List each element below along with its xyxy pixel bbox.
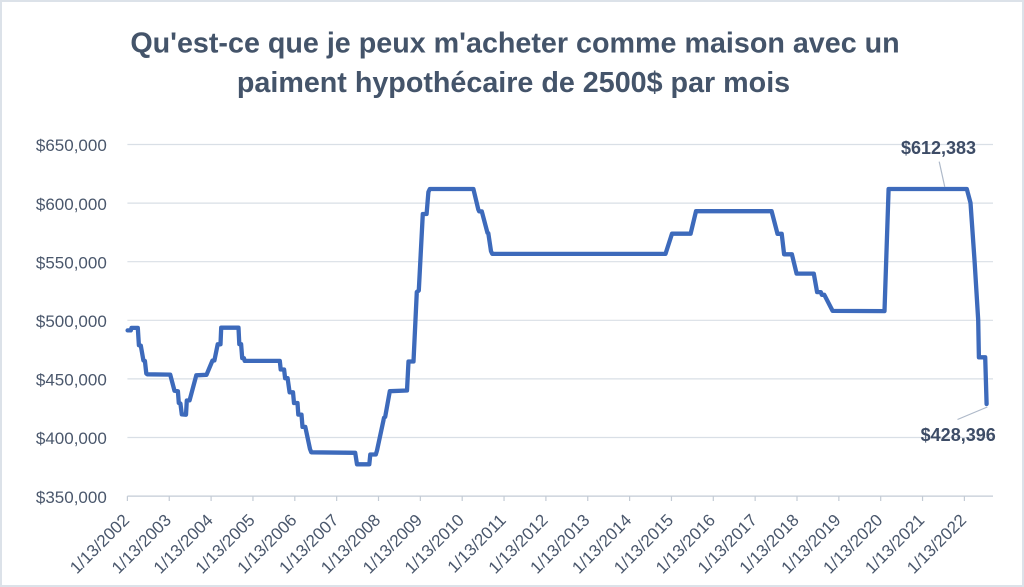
- svg-text:$350,000: $350,000: [36, 488, 107, 507]
- svg-text:$600,000: $600,000: [36, 195, 107, 214]
- svg-text:paiment hypothécaire de 2500$: paiment hypothécaire de 2500$ par mois: [237, 67, 790, 99]
- svg-text:$500,000: $500,000: [36, 312, 107, 331]
- svg-text:Qu'est-ce que je peux m'achete: Qu'est-ce que je peux m'acheter comme ma…: [130, 28, 899, 60]
- svg-text:$450,000: $450,000: [36, 371, 107, 390]
- svg-text:$612,383: $612,383: [901, 138, 976, 158]
- svg-text:$428,396: $428,396: [921, 425, 996, 445]
- svg-text:$550,000: $550,000: [36, 253, 107, 272]
- svg-text:$650,000: $650,000: [36, 136, 107, 155]
- svg-text:$400,000: $400,000: [36, 429, 107, 448]
